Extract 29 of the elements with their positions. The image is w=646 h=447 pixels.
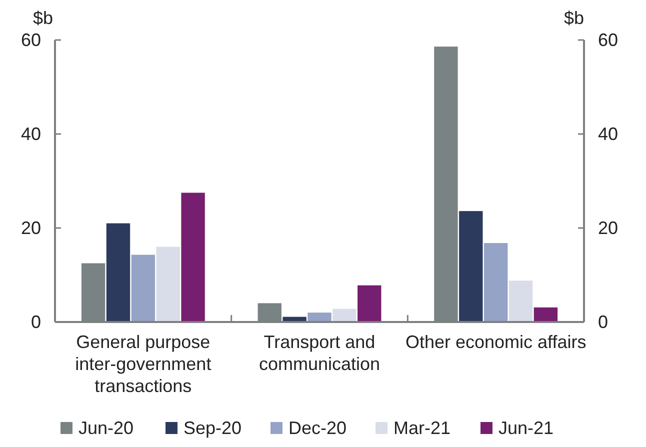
bar xyxy=(131,254,156,322)
bar xyxy=(508,280,533,322)
bar xyxy=(358,285,382,322)
y-tick-label: 40 xyxy=(20,124,41,144)
legend-label: Jun-20 xyxy=(78,418,134,438)
legend-label: Sep-20 xyxy=(184,418,242,438)
bar xyxy=(156,246,180,322)
y2-tick-label: 40 xyxy=(598,124,618,144)
y-tick-label: 60 xyxy=(20,30,41,50)
y-axis-title: $b xyxy=(32,8,54,28)
y-tick-label: 20 xyxy=(20,218,41,238)
bar xyxy=(181,192,205,322)
bar xyxy=(332,308,356,322)
legend-label: Jun-21 xyxy=(498,418,554,438)
legend-label: Mar-21 xyxy=(394,418,451,438)
bar xyxy=(308,312,332,322)
x-tick-label: Transport and communication xyxy=(258,332,380,374)
y2-tick-label: 20 xyxy=(598,218,618,238)
y2-axis-title: $b xyxy=(564,8,584,28)
legend-label: Dec-20 xyxy=(288,418,347,438)
bar xyxy=(484,243,508,322)
y2-tick-label: 0 xyxy=(598,312,608,332)
bar xyxy=(534,307,558,322)
y-tick-label: 0 xyxy=(30,312,41,332)
bar xyxy=(106,223,130,322)
bar xyxy=(459,211,483,322)
y2-tick-label: 60 xyxy=(598,30,618,50)
x-tick-label: General purpose inter-government transactions xyxy=(75,332,212,396)
x-tick-label: Other economic affairs xyxy=(405,332,586,352)
